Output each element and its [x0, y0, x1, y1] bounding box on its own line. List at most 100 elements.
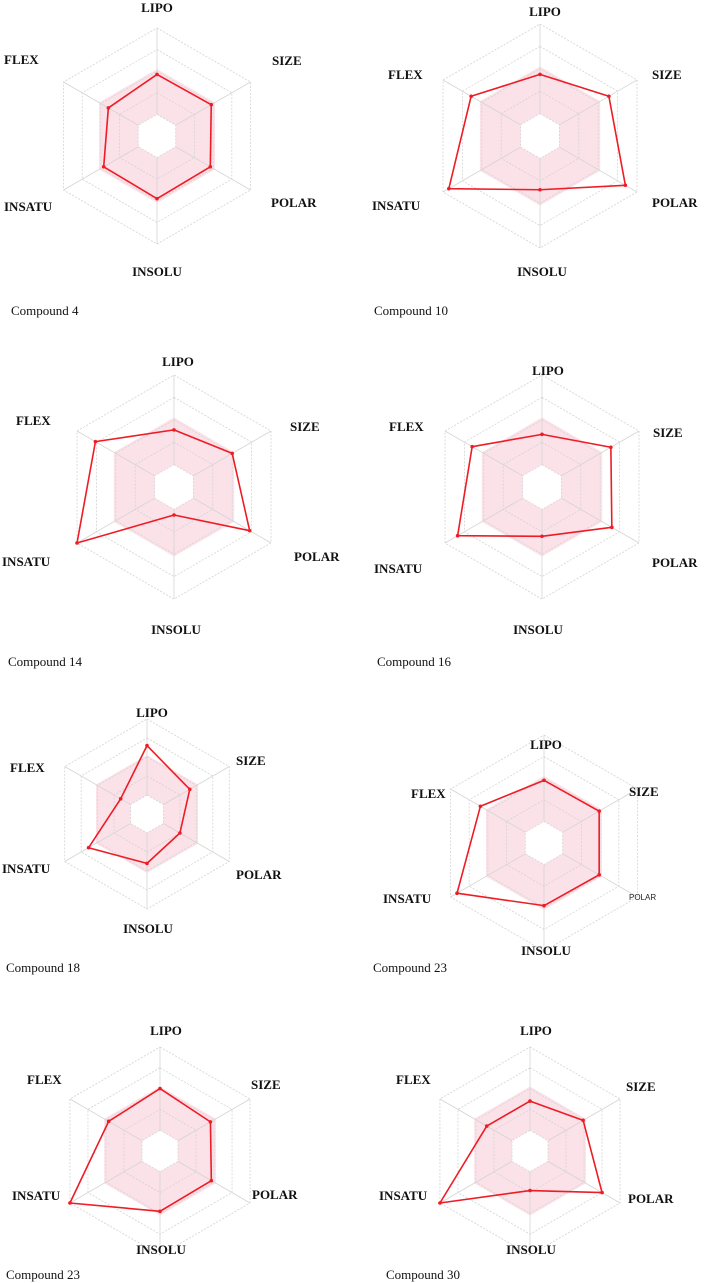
axis-label-polar: POLAR — [271, 195, 317, 210]
axis-spoke-insatu — [450, 853, 526, 898]
data-point-insatu — [68, 1201, 72, 1205]
axis-spoke-polar — [175, 146, 251, 191]
axis-spoke-size — [559, 79, 638, 126]
axis-label-size: SIZE — [629, 784, 659, 799]
axis-label-insatu: INSATU — [4, 199, 53, 214]
axis-label-insolu: INSOLU — [513, 622, 563, 637]
axis-label-flex: FLEX — [388, 67, 423, 82]
data-point-insolu — [172, 513, 176, 517]
data-point-insatu — [75, 541, 79, 545]
panel-caption: Compound 23 — [373, 960, 447, 975]
axis-spoke-flex — [76, 430, 155, 477]
axis-spoke-size — [561, 430, 640, 477]
axis-spoke-flex — [442, 79, 521, 126]
data-point-insatu — [438, 1201, 442, 1205]
axis-label-polar: POLAR — [252, 1187, 298, 1202]
axis-spoke-flex — [439, 1098, 513, 1141]
axis-label-flex: FLEX — [10, 760, 45, 775]
axis-spoke-insatu — [69, 1161, 143, 1204]
axis-spoke-polar — [547, 1161, 621, 1204]
optimal-range-band — [486, 776, 602, 910]
data-point-polar — [208, 164, 213, 169]
data-point-lipo — [542, 778, 546, 783]
axis-label-lipo: LIPO — [532, 363, 564, 378]
data-point-polar — [178, 831, 182, 835]
data-point-insolu — [145, 861, 149, 866]
axis-label-polar: POLAR — [652, 195, 698, 210]
data-point-flex — [106, 106, 111, 110]
axis-label-insolu: INSOLU — [123, 921, 173, 936]
radar-panel-6: LIPO SIZE POLAR INSOLU INSATU FLEX Compound 23 — [373, 734, 659, 975]
optimal-range-band — [474, 1086, 586, 1216]
data-point-lipo — [172, 428, 176, 432]
data-point-lipo — [528, 1099, 532, 1103]
optimal-range-band — [479, 66, 601, 206]
data-point-insatu — [455, 533, 460, 538]
radar-panel-8: LIPO SIZE POLAR INSOLU INSATU FLEX Compound 30 — [379, 1023, 674, 1282]
axis-spoke-polar — [177, 1161, 251, 1204]
optimal-range-band — [99, 69, 215, 203]
axis-spoke-insatu — [439, 1161, 513, 1204]
axis-label-insolu: INSOLU — [506, 1242, 556, 1257]
axis-label-polar: POLAR — [294, 549, 340, 564]
axis-spoke-flex — [63, 81, 139, 126]
axis-spoke-flex — [450, 788, 526, 833]
data-point-lipo — [540, 432, 544, 437]
axis-label-lipo: LIPO — [520, 1023, 552, 1038]
axis-label-insolu: INSOLU — [136, 1242, 186, 1257]
data-point-insatu — [447, 186, 451, 191]
axis-label-size: SIZE — [626, 1079, 656, 1094]
axis-label-insatu: INSATU — [2, 861, 51, 876]
axis-spoke-insatu — [63, 146, 139, 191]
optimal-range-band — [481, 417, 603, 557]
axis-spoke-flex — [69, 1098, 143, 1141]
axis-label-flex: FLEX — [27, 1072, 62, 1087]
axis-spoke-insatu — [64, 823, 131, 862]
axis-label-insolu: INSOLU — [521, 943, 571, 958]
data-point-polar — [209, 1178, 214, 1183]
axis-label-polar: POLAR — [628, 1191, 674, 1206]
axis-label-size: SIZE — [236, 753, 266, 768]
data-point-insolu — [542, 903, 546, 908]
axis-spoke-size — [177, 1098, 251, 1141]
radar-panel-1: LIPO SIZE POLAR INSOLU INSATU FLEX Compound 4 — [4, 0, 317, 318]
data-point-flex — [118, 797, 123, 801]
axis-label-lipo: LIPO — [136, 705, 168, 720]
axis-label-size: SIZE — [272, 53, 302, 68]
data-point-insatu — [86, 845, 91, 850]
axis-spoke-insatu — [442, 146, 521, 193]
axis-label-insolu: INSOLU — [151, 622, 201, 637]
axis-label-insatu: INSATU — [2, 554, 51, 569]
axis-label-lipo: LIPO — [141, 0, 173, 15]
data-point-flex — [469, 94, 473, 99]
optimal-range-band — [104, 1086, 216, 1216]
axis-spoke-size — [175, 81, 251, 126]
data-point-polar — [623, 183, 628, 188]
axis-label-insatu: INSATU — [12, 1188, 61, 1203]
axis-spoke-size — [163, 766, 230, 805]
data-point-size — [597, 809, 601, 813]
data-point-insatu — [101, 164, 106, 169]
data-point-polar — [610, 525, 614, 530]
data-point-insolu — [158, 1209, 162, 1214]
panel-caption: Compound 16 — [377, 654, 452, 669]
axis-label-polar: POLAR — [236, 867, 282, 882]
axis-spoke-insatu — [76, 497, 155, 544]
axis-label-insolu: INSOLU — [517, 264, 567, 279]
axis-label-flex: FLEX — [4, 52, 39, 67]
data-point-insolu — [528, 1188, 532, 1193]
data-point-insolu — [540, 534, 544, 539]
axis-label-lipo: LIPO — [529, 4, 561, 19]
data-point-polar — [247, 528, 252, 533]
data-point-lipo — [145, 743, 149, 748]
data-point-size — [609, 445, 613, 450]
data-point-size — [581, 1118, 585, 1123]
panel-caption: Compound 4 — [11, 303, 79, 318]
axis-label-insatu: INSATU — [383, 891, 432, 906]
data-point-size — [209, 102, 214, 107]
axis-label-flex: FLEX — [396, 1072, 431, 1087]
axis-label-polar: POLAR — [652, 555, 698, 570]
panel-caption: Compound 23 — [6, 1267, 80, 1282]
axis-label-lipo: LIPO — [162, 354, 194, 369]
data-point-flex — [106, 1119, 111, 1124]
